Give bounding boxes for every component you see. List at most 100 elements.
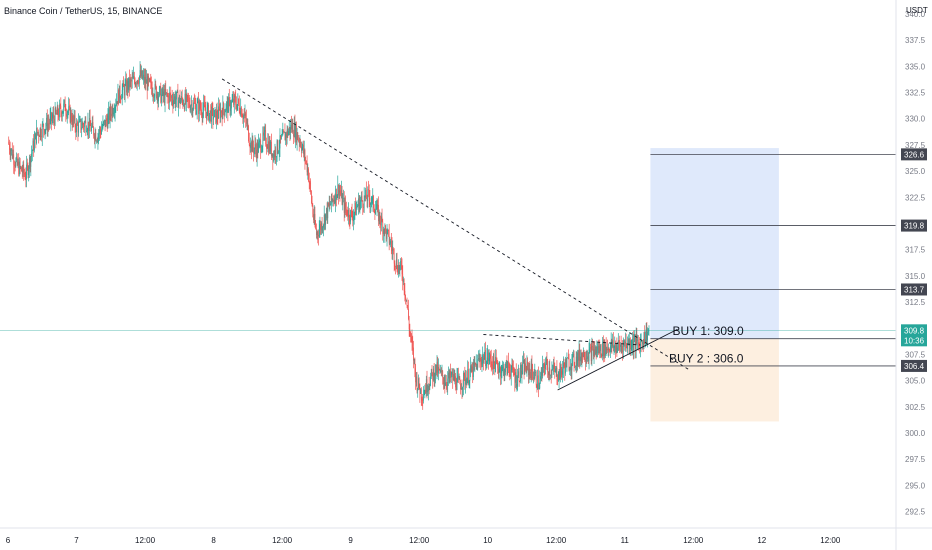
candle-body — [540, 376, 541, 380]
candle-body — [310, 182, 312, 192]
candle-body — [296, 132, 298, 143]
candle-body — [227, 101, 229, 113]
candle-body — [637, 339, 639, 344]
candle-body — [149, 78, 151, 82]
candle-body — [112, 107, 114, 115]
candle-body — [150, 81, 152, 83]
candle-body — [357, 206, 359, 207]
candle-body — [312, 205, 314, 215]
candle-body — [572, 354, 573, 358]
candle-body — [26, 164, 27, 180]
candle-body — [317, 232, 319, 235]
candle-body — [490, 354, 491, 359]
candle-body — [205, 110, 207, 112]
candle-body — [328, 202, 329, 207]
candle-body — [48, 123, 50, 125]
candle-body — [148, 78, 150, 81]
candle-body — [65, 110, 67, 114]
candle-body — [91, 122, 93, 127]
candle-body — [358, 198, 359, 207]
y-tick-label: 317.5 — [905, 246, 926, 255]
candle-body — [213, 117, 214, 120]
candle-body — [143, 74, 144, 77]
candle-body — [133, 76, 135, 81]
candle-body — [612, 340, 613, 347]
candle-body — [275, 149, 277, 158]
candle-body — [292, 122, 294, 134]
candle-body — [449, 370, 451, 379]
candle-body — [120, 97, 122, 99]
candle-body — [299, 141, 301, 144]
candle-body — [269, 141, 271, 152]
candle-body — [54, 118, 55, 125]
candle-body — [260, 140, 262, 152]
candle-body — [212, 108, 214, 120]
candle-body — [340, 192, 341, 195]
candle-body — [121, 98, 122, 100]
candle-body — [316, 228, 317, 235]
candle-body — [119, 85, 121, 98]
candle-body — [14, 164, 15, 166]
candle-body — [10, 150, 12, 155]
candle-body — [79, 119, 80, 122]
candle-body — [424, 389, 426, 394]
candle-body — [186, 93, 187, 103]
candle-body — [633, 341, 635, 351]
candle-body — [247, 123, 249, 126]
candle-body — [361, 196, 363, 201]
candle-body — [67, 111, 69, 113]
countdown-label: 10:36 — [904, 336, 925, 345]
candle-body — [111, 107, 113, 117]
candle-body — [561, 370, 563, 375]
candle-body — [606, 348, 608, 351]
candle-body — [211, 106, 213, 109]
candle-body — [298, 139, 300, 144]
candle-body — [138, 82, 139, 84]
candle-body — [531, 363, 533, 372]
candle-body — [605, 344, 607, 351]
candle-body — [549, 367, 551, 376]
candle-body — [300, 141, 302, 147]
candle-body — [319, 224, 321, 230]
candle-body — [451, 371, 453, 375]
candle-body — [351, 211, 353, 218]
candle-body — [576, 356, 578, 366]
candle-body — [59, 105, 61, 107]
candle-body — [131, 77, 133, 82]
candle-body — [196, 110, 197, 114]
candle-body — [499, 367, 501, 370]
candle-body — [186, 93, 188, 96]
candle-body — [407, 305, 409, 309]
candle-body — [106, 121, 108, 128]
candle-body — [55, 108, 57, 113]
candle-body — [394, 263, 396, 266]
candle-body — [602, 341, 603, 356]
candle-body — [375, 209, 377, 210]
candle-body — [34, 133, 36, 140]
candle-body — [268, 141, 270, 153]
candle-body — [412, 343, 414, 348]
candle-body — [438, 366, 439, 374]
candle-body — [158, 87, 160, 96]
candle-body — [183, 105, 185, 110]
candle-body — [454, 376, 456, 381]
trendline-1 — [221, 78, 690, 371]
candle-body — [251, 142, 252, 152]
candle-body — [309, 182, 311, 184]
candle-body — [462, 386, 464, 390]
candle-body — [538, 375, 539, 389]
price-axis: 292.5295.0297.5300.0302.5305.0307.5310.0… — [895, 0, 927, 550]
candle-body — [545, 359, 547, 365]
candle-body — [510, 370, 512, 377]
candle-body — [502, 366, 504, 368]
candle-body — [226, 103, 227, 111]
y-tick-label: 297.5 — [905, 455, 926, 464]
candle-body — [466, 378, 468, 386]
candle-body — [81, 127, 82, 130]
candle-body — [133, 76, 134, 79]
candle-body — [602, 341, 604, 356]
candle-body — [490, 358, 492, 365]
candle-body — [191, 103, 192, 107]
candle-body — [475, 363, 477, 365]
